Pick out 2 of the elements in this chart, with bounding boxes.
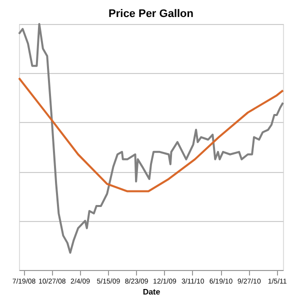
chart-title: Price Per Gallon (108, 8, 194, 20)
x-axis-title: Date (142, 288, 161, 296)
